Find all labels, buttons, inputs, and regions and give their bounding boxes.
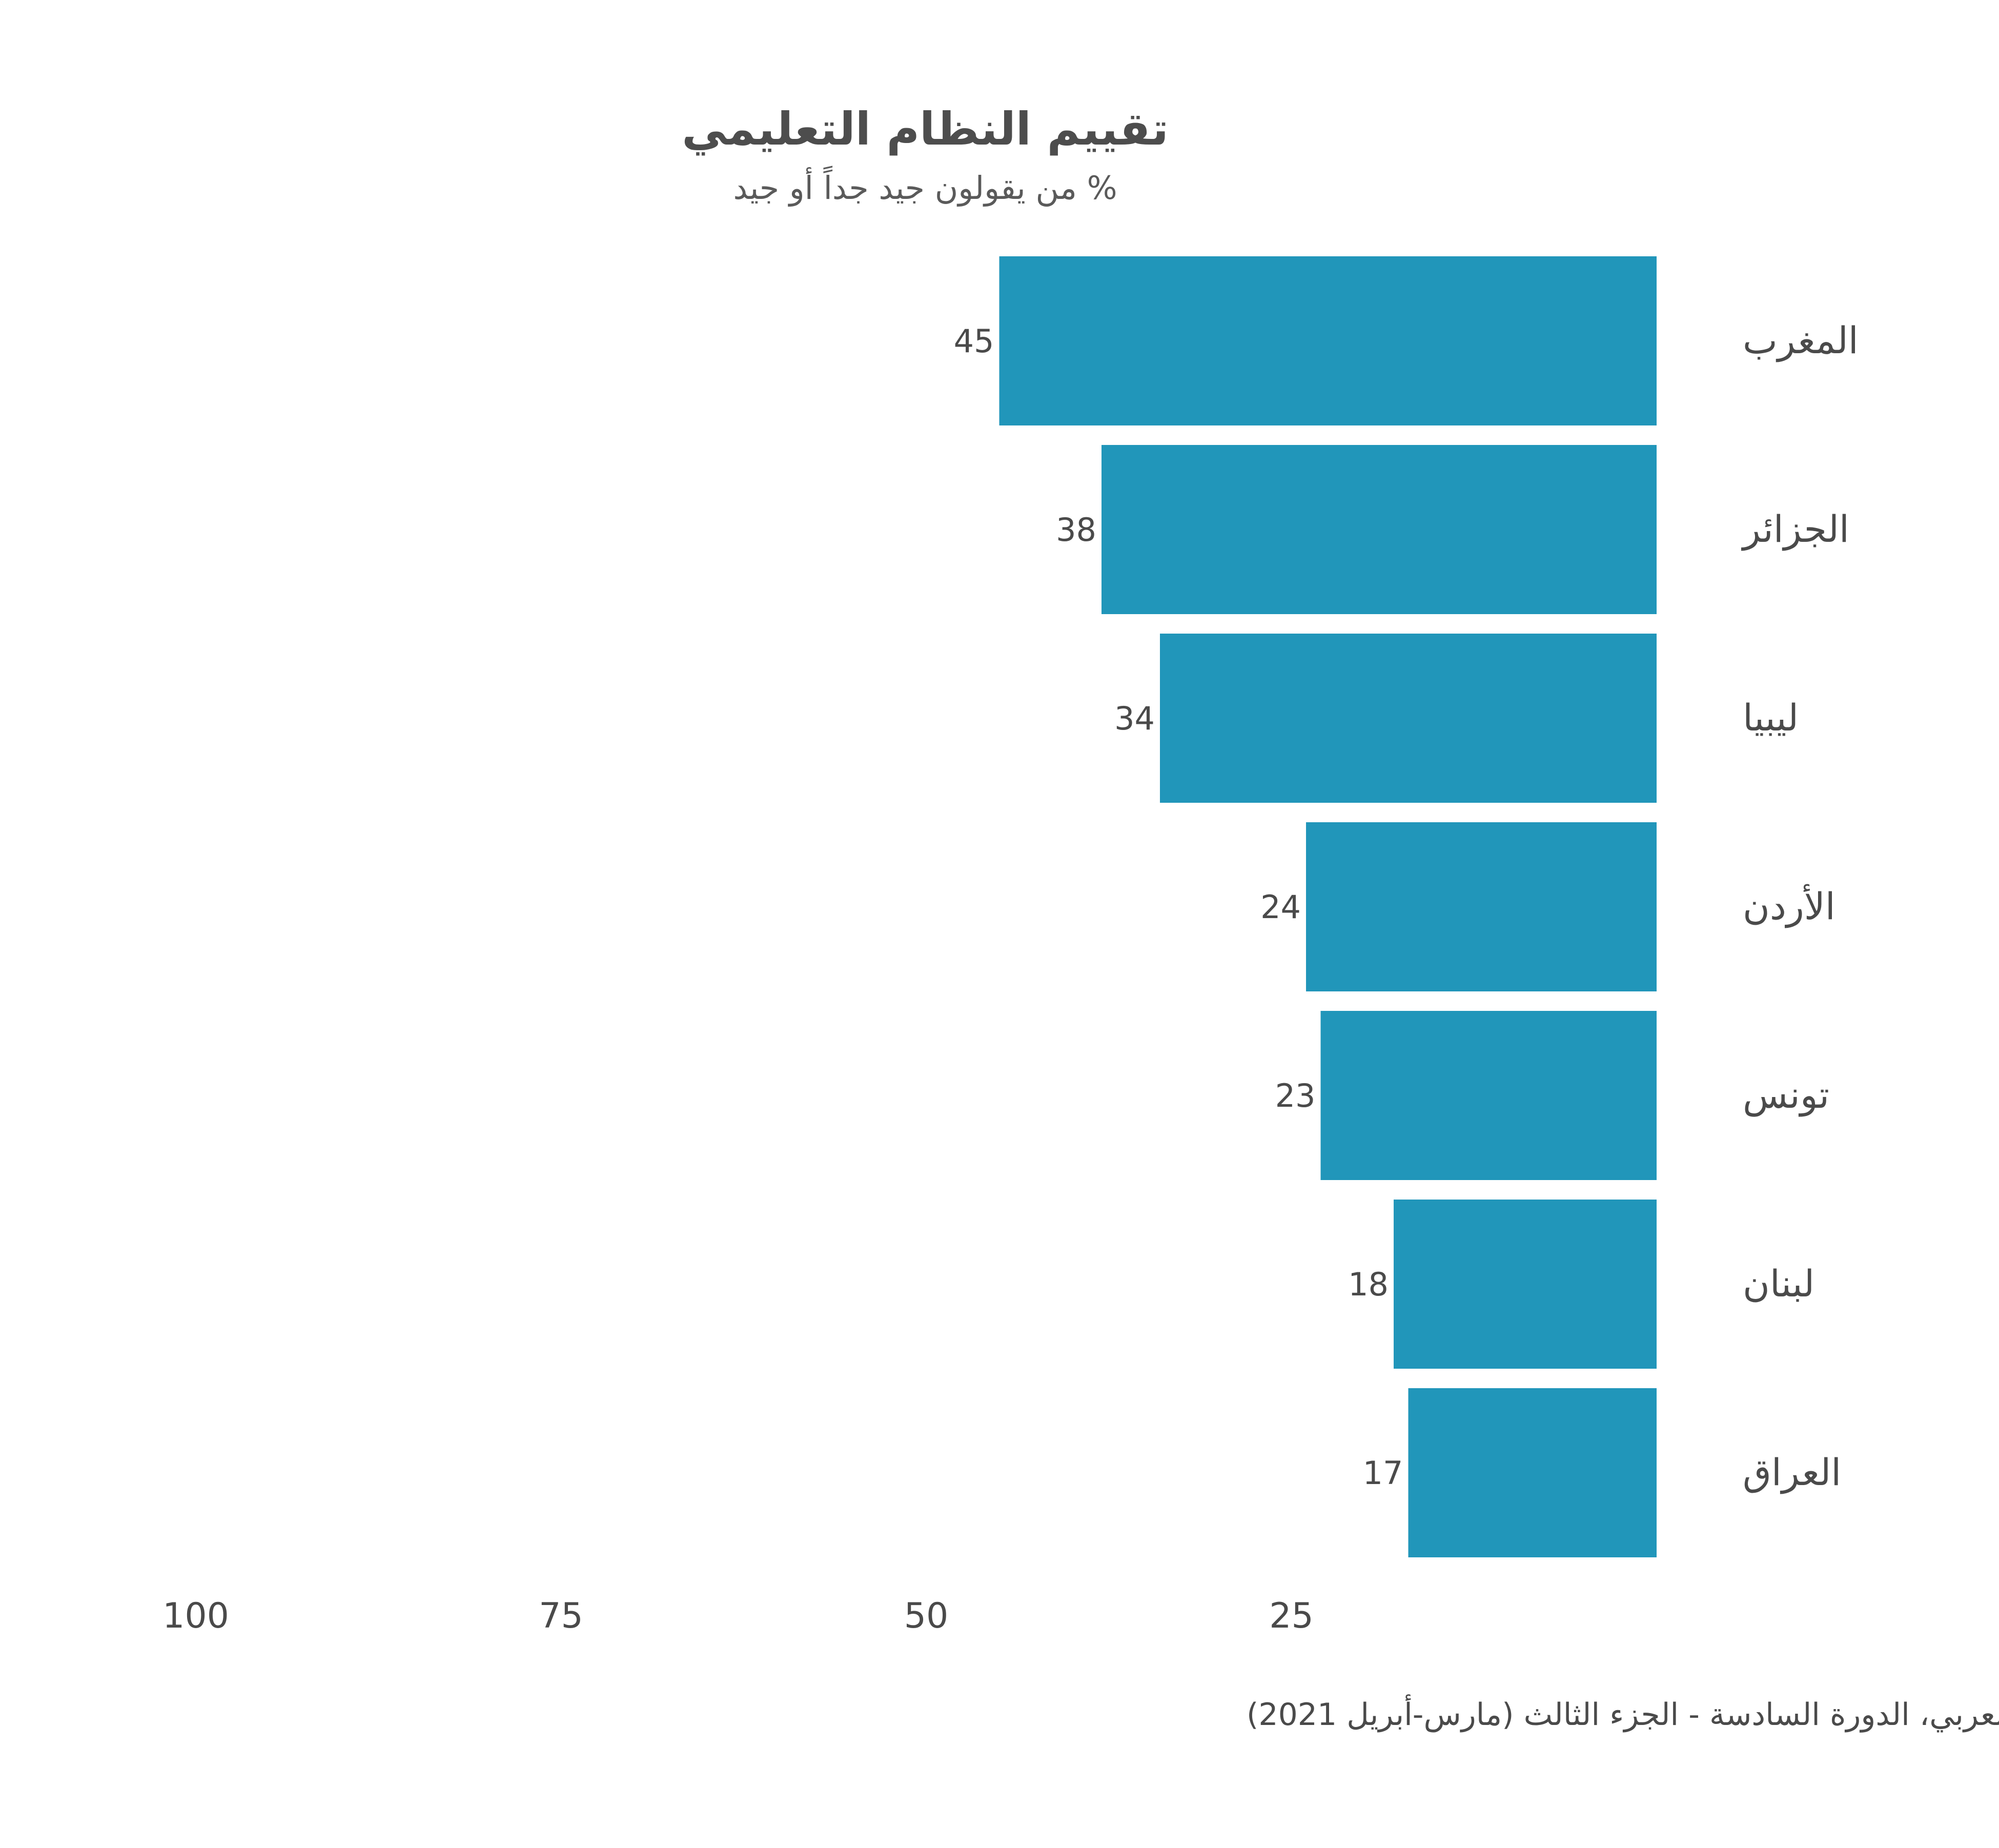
value-label: 34: [1114, 700, 1155, 737]
x-tick-label: 25: [1269, 1596, 1314, 1636]
x-tick-label: 100: [162, 1596, 229, 1636]
chart-title: تقييم النظام التعليمي: [682, 103, 1169, 156]
category-label: العراق: [1743, 1451, 1841, 1494]
bar: [999, 256, 1657, 425]
value-label: 23: [1275, 1077, 1316, 1114]
value-label: 45: [954, 322, 994, 360]
bar: [1408, 1388, 1657, 1557]
bar: [1102, 445, 1657, 614]
value-label: 17: [1363, 1454, 1403, 1492]
category-label: ليبيا: [1743, 696, 1799, 739]
x-tick-label: 50: [904, 1596, 949, 1636]
bar: [1320, 1011, 1657, 1180]
category-label: لبنان: [1743, 1262, 1814, 1305]
bars-layer: 45 المغرب 38 الجزائر 34 ليبيا 24 الأردن 23 تونس 18…: [954, 256, 1859, 1557]
category-label: الأردن: [1743, 884, 1835, 928]
value-label: 18: [1348, 1266, 1389, 1303]
category-label: المغرب: [1743, 319, 1859, 362]
source-note: الباروميتر العربي، الدورة السادسة - الجز…: [1247, 1694, 1999, 1733]
bar: [1306, 822, 1657, 991]
value-label: 24: [1260, 888, 1301, 926]
chart-subtitle: % من يقولون جيد جداً أو جيد: [733, 165, 1117, 207]
category-label: تونس: [1743, 1073, 1829, 1117]
value-label: 38: [1056, 511, 1096, 549]
x-axis: 100 75 50 25: [162, 1596, 1314, 1636]
x-tick-label: 75: [539, 1596, 583, 1636]
category-label: الجزائر: [1741, 507, 1849, 551]
bar: [1394, 1200, 1657, 1369]
bar: [1160, 634, 1657, 803]
